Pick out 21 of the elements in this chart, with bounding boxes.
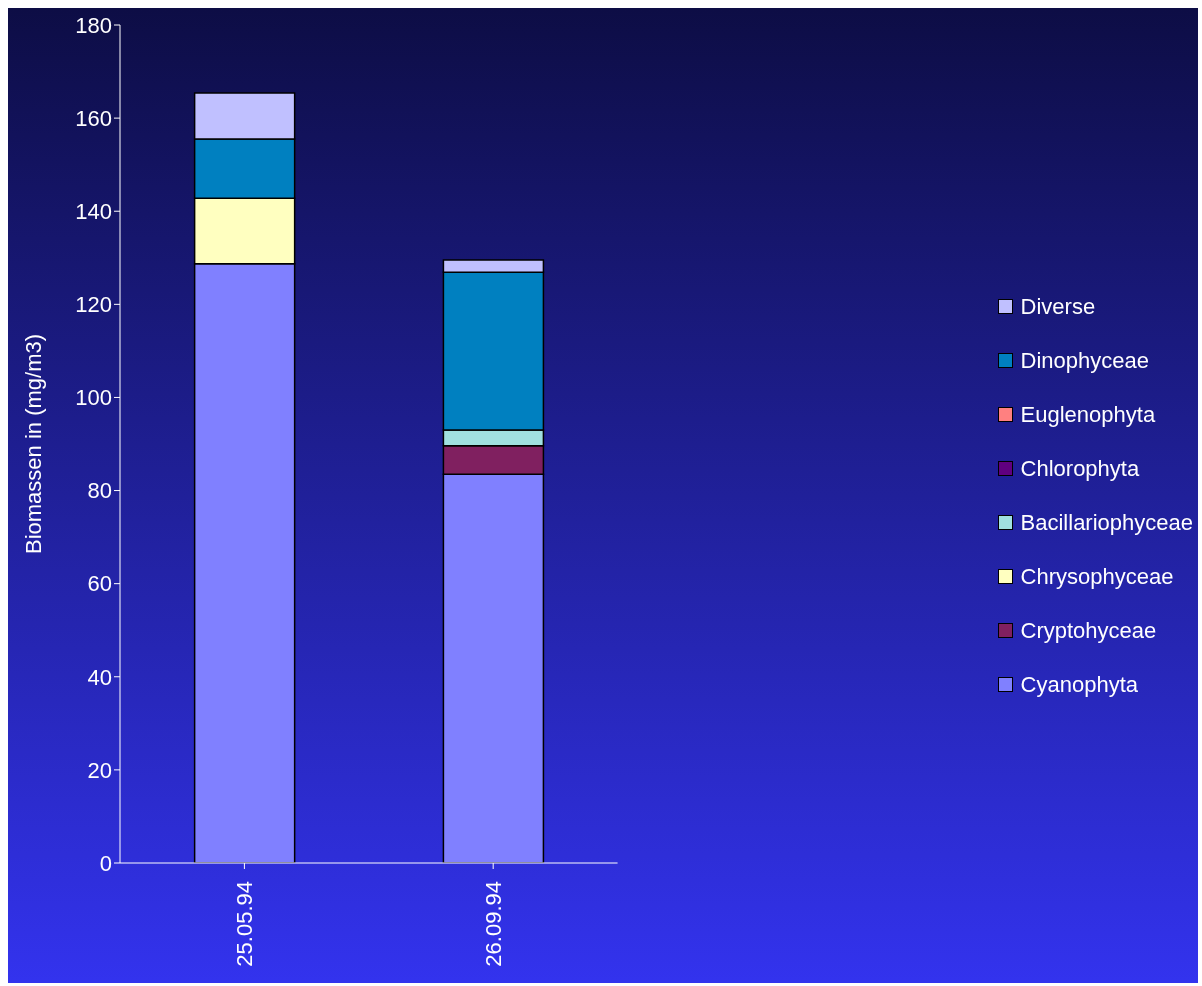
legend-label: Euglenophyta xyxy=(1019,401,1157,428)
y-tick-label: 160 xyxy=(75,105,112,131)
y-tick-label: 60 xyxy=(87,571,112,597)
y-tick-label: 80 xyxy=(87,478,112,504)
legend-label: Chlorophyta xyxy=(1019,455,1141,482)
y-tick-label: 20 xyxy=(87,757,112,783)
y-tick-label: 140 xyxy=(75,199,112,225)
y-axis-title: Biomassen in (mg/m3) xyxy=(20,333,46,555)
y-tick-label: 100 xyxy=(75,385,112,411)
y-tick-label: 0 xyxy=(99,850,112,876)
y-tick-label: 40 xyxy=(87,664,112,690)
legend-label: Dinophyceae xyxy=(1019,347,1150,374)
y-tick-label: 120 xyxy=(75,292,112,318)
x-tick-label: 26.09.94 xyxy=(480,881,506,967)
legend-label: Cyanophyta xyxy=(1019,671,1139,698)
legend-label: Diverse xyxy=(1019,293,1097,320)
x-tick-label: 25.05.94 xyxy=(231,881,257,967)
legend-label: Cryptohyceae xyxy=(1019,617,1158,644)
y-tick-label: 180 xyxy=(75,12,112,38)
legend-label: Chrysophyceae xyxy=(1019,563,1175,590)
legend-label: Bacillariophyceae xyxy=(1019,509,1193,536)
